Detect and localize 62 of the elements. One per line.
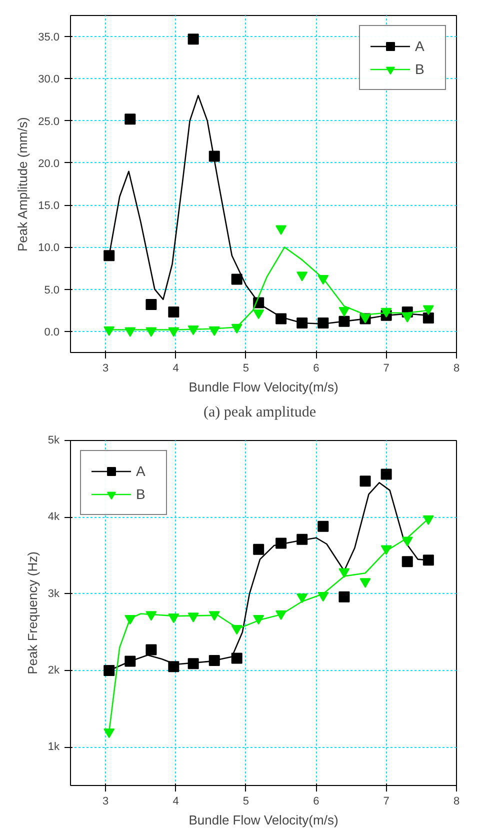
legend-label: A [415, 38, 426, 54]
y-tick-label: 25.0 [38, 116, 60, 128]
point [422, 554, 434, 566]
x-tick-label: 6 [313, 362, 320, 374]
point [168, 306, 180, 318]
x-tick-label: 8 [453, 796, 460, 808]
point [146, 644, 157, 656]
y-axis-title: Peak Frequency (Hz) [24, 552, 40, 674]
y-tick-label: 20.0 [38, 158, 60, 170]
y-axis-title: Peak Amplitude (mm/s) [15, 117, 30, 252]
point [360, 578, 371, 588]
y-tick-label: 4k [48, 511, 60, 524]
x-tick-label: 8 [453, 362, 460, 374]
x-axis-title: Bundle Flow Velocity(m/s) [188, 380, 338, 394]
y-tick-label: 10.0 [38, 242, 60, 254]
point [231, 652, 242, 664]
point [318, 520, 329, 532]
y-tick-label: 35.0 [38, 32, 60, 44]
point [422, 312, 434, 324]
point [104, 665, 115, 676]
x-tick-label: 5 [242, 362, 250, 374]
y-tick-label: 0.0 [44, 326, 60, 338]
y-tick-label: 15.0 [38, 200, 60, 212]
point [296, 594, 308, 604]
point [422, 515, 434, 525]
y-tick-label: 30.0 [38, 74, 60, 86]
x-tick-label: 7 [383, 796, 390, 808]
point [296, 272, 308, 282]
legend-label: B [136, 486, 146, 502]
legend-label: A [136, 463, 146, 479]
x-tick-label: 4 [172, 362, 179, 374]
point [380, 468, 392, 480]
y-tick-label: 1k [48, 741, 60, 754]
point [231, 274, 242, 285]
point [124, 114, 136, 125]
point [338, 568, 350, 578]
y-tick-label: 3k [48, 588, 60, 600]
y-tick-label: 5.0 [44, 284, 60, 296]
x-axis-title: Bundle Flow Velocity(m/s) [188, 812, 338, 828]
point [402, 312, 413, 323]
point [104, 250, 115, 262]
x-tick-label: 5 [242, 796, 250, 808]
point [338, 306, 350, 317]
point [253, 310, 264, 320]
x-tick-label: 7 [383, 362, 390, 374]
point [146, 298, 157, 310]
y-tick-label: 2k [48, 664, 60, 676]
point [276, 225, 287, 235]
point [188, 34, 199, 45]
x-tick-label: 4 [172, 796, 179, 808]
x-tick-label: 3 [102, 796, 109, 808]
point [422, 305, 434, 315]
point [253, 544, 264, 555]
point [402, 556, 413, 568]
point [338, 591, 350, 602]
text: (a) peak amplitude [204, 404, 316, 420]
legend-label: B [415, 61, 426, 77]
point [104, 728, 115, 738]
y-tick-label: 5k [48, 434, 60, 446]
x-tick-label: 6 [313, 796, 320, 808]
x-tick-label: 3 [102, 362, 109, 374]
point [360, 476, 371, 487]
